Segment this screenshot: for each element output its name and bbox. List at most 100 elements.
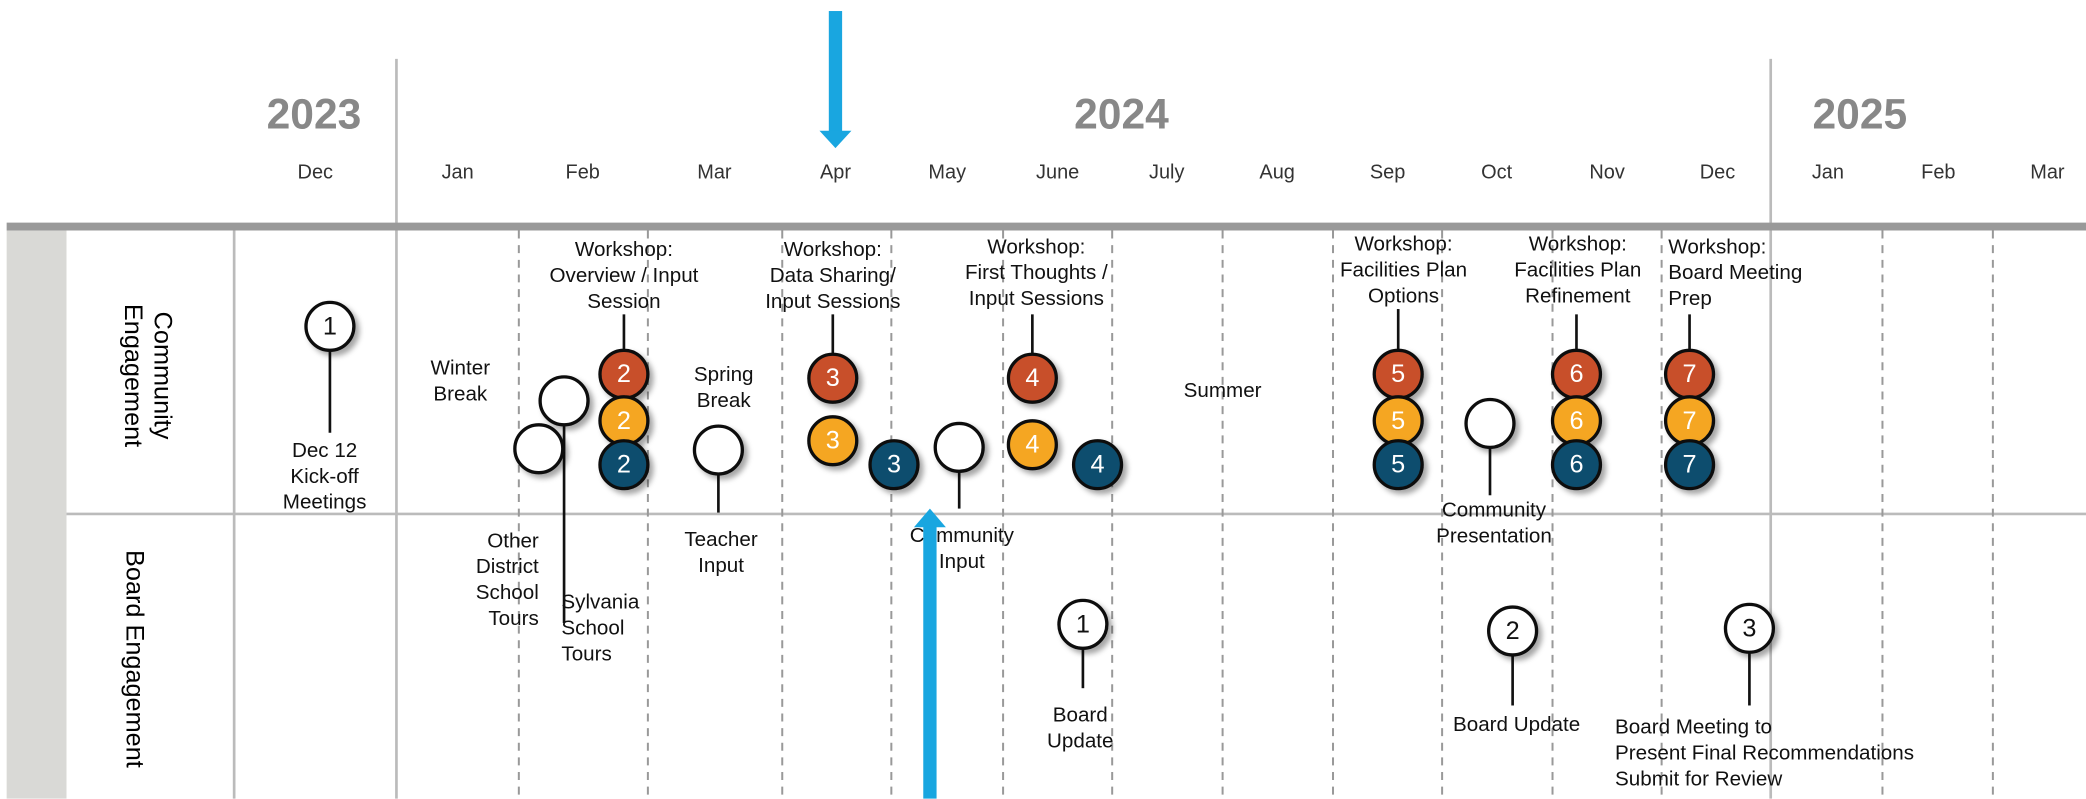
event-label: Meetings (283, 491, 367, 514)
event-label: Tours (561, 642, 611, 665)
arrow-up-head (913, 508, 946, 528)
month: May (928, 162, 966, 184)
content: 2023 2024 2025 Dec Jan Feb Mar Apr May June July Au… (119, 91, 2065, 791)
year: 2024 (1074, 91, 1169, 139)
marker-number: 1 (323, 312, 337, 340)
month: Feb (1921, 162, 1955, 184)
month: Feb (566, 162, 600, 184)
marker-number: 4 (1025, 431, 1039, 459)
marker (807, 415, 859, 467)
marker-number: 3 (887, 451, 901, 479)
marker (1006, 419, 1058, 471)
event-label: Winter (431, 356, 491, 379)
month: Mar (697, 162, 732, 184)
event-label: Tours (488, 607, 538, 630)
marker-number: 5 (1391, 407, 1405, 435)
marker-number: 2 (1506, 617, 1520, 645)
event-label: Input Sessions (765, 290, 900, 313)
marker-number: 1 (1076, 610, 1090, 638)
month: Sep (1370, 162, 1405, 184)
marker (1723, 602, 1776, 654)
marker-number: 3 (1742, 614, 1756, 642)
open-marker (513, 423, 565, 475)
marker (1006, 352, 1058, 404)
month: Apr (820, 162, 851, 184)
marker (598, 439, 650, 491)
event-label: Board (1053, 704, 1108, 727)
event-label: Sylvania (561, 590, 639, 613)
event-label: Options (1368, 285, 1439, 308)
month: Mar (2030, 162, 2065, 184)
event-label: Refinement (1525, 285, 1631, 308)
event-label: Input (698, 554, 744, 577)
event-label: Workshop: (575, 238, 673, 261)
event-label: Other (487, 529, 539, 552)
marker-number: 6 (1569, 360, 1583, 388)
month: Oct (1481, 162, 1512, 184)
event-label: Workshop: (987, 235, 1085, 258)
event-label: School (476, 581, 539, 604)
event-label: Input Sessions (969, 287, 1104, 310)
month: Dec (298, 162, 333, 184)
row-band (6, 230, 67, 799)
event-label: Teacher (684, 528, 757, 551)
event-label: First Thoughts / (965, 261, 1108, 284)
event-label: District (476, 555, 539, 578)
dashes (517, 230, 1994, 799)
marker-number: 2 (617, 407, 631, 435)
marker-number: 3 (826, 364, 840, 392)
year: 2025 (1812, 91, 1907, 139)
month: June (1036, 162, 1079, 184)
marker-number: 3 (826, 427, 840, 455)
marker (807, 352, 859, 404)
event-label: Spring (694, 363, 754, 386)
open-marker (692, 424, 745, 476)
marker (1487, 605, 1539, 657)
row-label: Engagement (119, 304, 147, 447)
arrow-down-head (819, 130, 852, 149)
open-marker (538, 375, 590, 427)
event-label: Data Sharing/ (770, 264, 896, 287)
marker (1550, 439, 1603, 491)
event-label: Facilities Plan (1514, 259, 1641, 282)
event-label: Update (1047, 730, 1113, 753)
event-label: Summer (1184, 379, 1262, 402)
marker-number: 4 (1025, 364, 1039, 392)
event-label: Workshop: (1354, 233, 1452, 256)
marker (868, 439, 920, 491)
event-label: Break (433, 382, 488, 405)
marker-number: 7 (1683, 407, 1697, 435)
event-label: Board Update (1453, 713, 1580, 736)
event-label: Board Meeting (1668, 261, 1802, 284)
event-label: Present Final Recommendations (1615, 741, 1914, 764)
marker-number: 7 (1683, 360, 1697, 388)
marker-number: 2 (617, 451, 631, 479)
event-label: Workshop: (784, 238, 882, 261)
row-label: Community (148, 312, 176, 440)
event-label: Facilities Plan (1340, 259, 1467, 282)
event-label: Dec 12 (292, 439, 357, 462)
event-label: School (561, 616, 624, 639)
event-label: Community (1442, 499, 1547, 522)
marker (304, 300, 356, 352)
arrow-down (828, 11, 843, 134)
event-label: Workshop: (1529, 233, 1627, 256)
month: Dec (1700, 162, 1735, 184)
event-label: Presentation (1436, 525, 1552, 548)
arrow-up (923, 524, 937, 799)
event-label: Session (587, 290, 660, 313)
marker (1057, 598, 1109, 650)
open-marker (933, 421, 985, 474)
event-label: Submit for Review (1615, 767, 1782, 790)
marker (1372, 439, 1424, 491)
month: Jan (1812, 162, 1844, 184)
event-label: Prep (1668, 287, 1712, 310)
marker-number: 7 (1683, 451, 1697, 479)
event-label: Overview / Input (549, 264, 698, 287)
event-label: Workshop: (1668, 235, 1766, 258)
event-label: Input (939, 550, 985, 573)
marker-number: 6 (1569, 451, 1583, 479)
marker-number: 6 (1569, 407, 1583, 435)
